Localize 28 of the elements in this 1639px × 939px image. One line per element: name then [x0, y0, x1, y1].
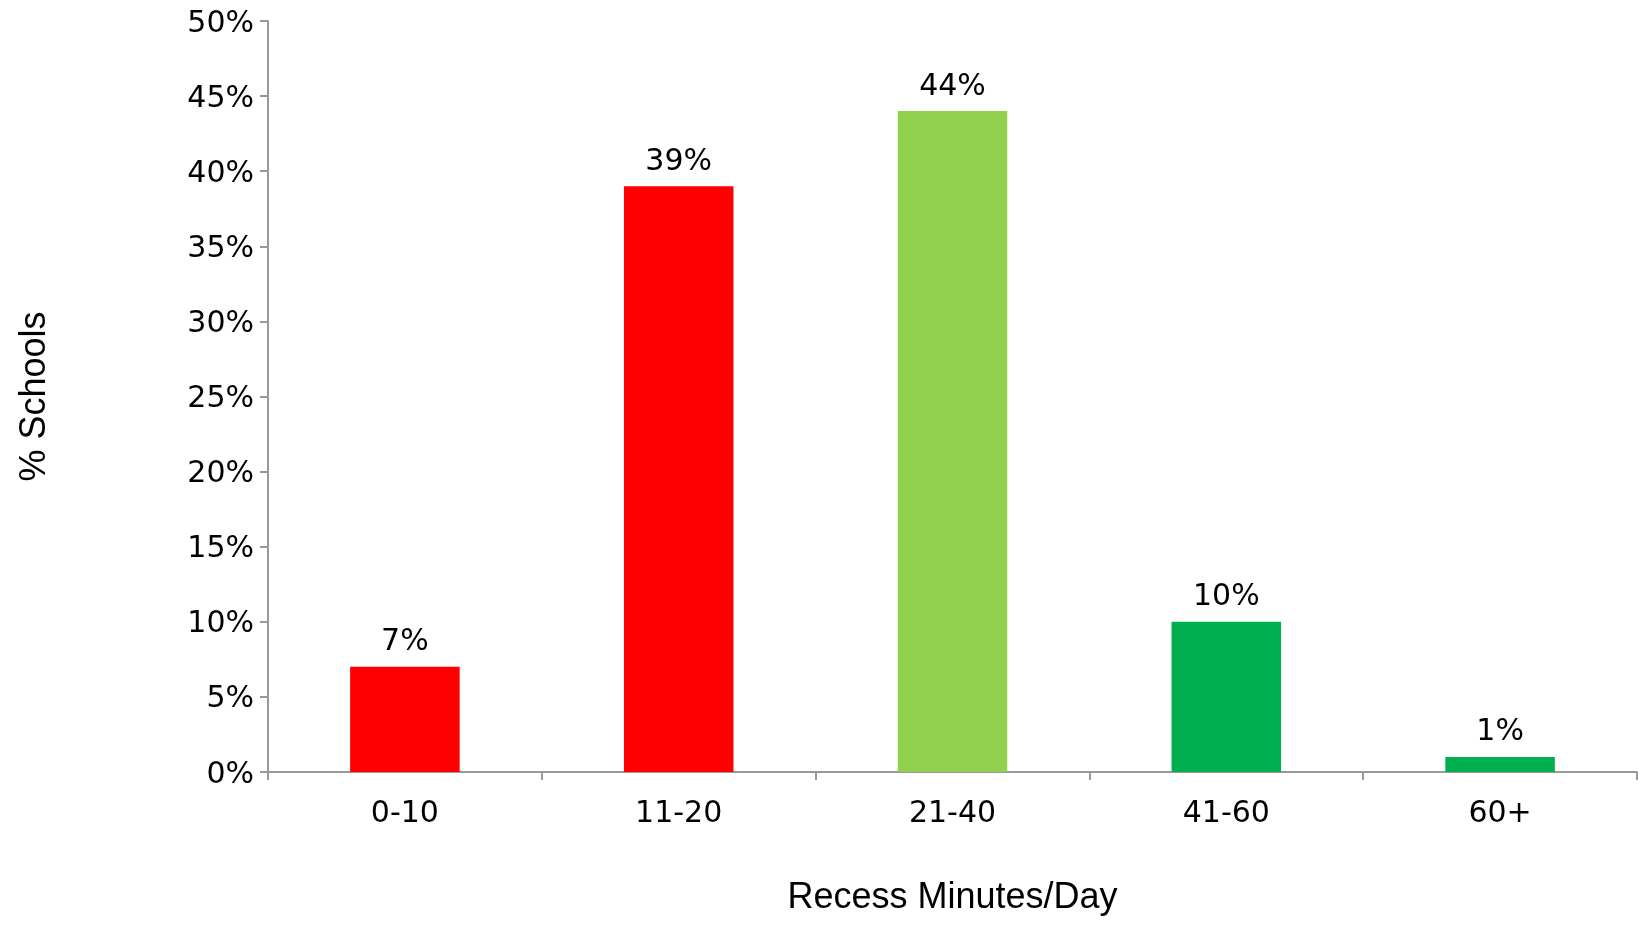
bar [1171, 621, 1282, 772]
x-tick-label: 60+ [1468, 793, 1532, 829]
y-tick-label: 10% [187, 604, 254, 640]
y-tick-label: 30% [187, 303, 254, 339]
y-tick-label: 35% [187, 228, 254, 264]
bar [897, 111, 1008, 772]
y-tick-label: 15% [187, 529, 254, 565]
data-label: 1% [1476, 712, 1524, 748]
bar [1445, 756, 1555, 772]
y-tick-label: 0% [206, 754, 254, 790]
y-tick-label: 50% [187, 3, 254, 39]
y-tick-label: 5% [206, 679, 254, 715]
y-tick-label: 45% [187, 78, 254, 114]
x-tick-label: 21-40 [908, 793, 997, 829]
x-tick-label: 41-60 [1182, 793, 1270, 829]
bar [623, 186, 734, 772]
y-axis-title: % Schools [11, 311, 53, 482]
bar [350, 666, 460, 772]
data-label: 10% [1192, 577, 1260, 613]
y-tick-label: 40% [187, 153, 254, 189]
data-label: 44% [919, 66, 986, 102]
y-tick-label: 25% [187, 379, 254, 414]
data-label: 7% [381, 622, 429, 658]
y-tick-label: 20% [187, 454, 254, 490]
x-tick-label: 11-20 [635, 793, 723, 829]
data-label: 39% [645, 141, 713, 177]
x-axis-title: Recess Minutes/Day [787, 874, 1118, 916]
x-tick-label: 0-10 [370, 793, 439, 829]
